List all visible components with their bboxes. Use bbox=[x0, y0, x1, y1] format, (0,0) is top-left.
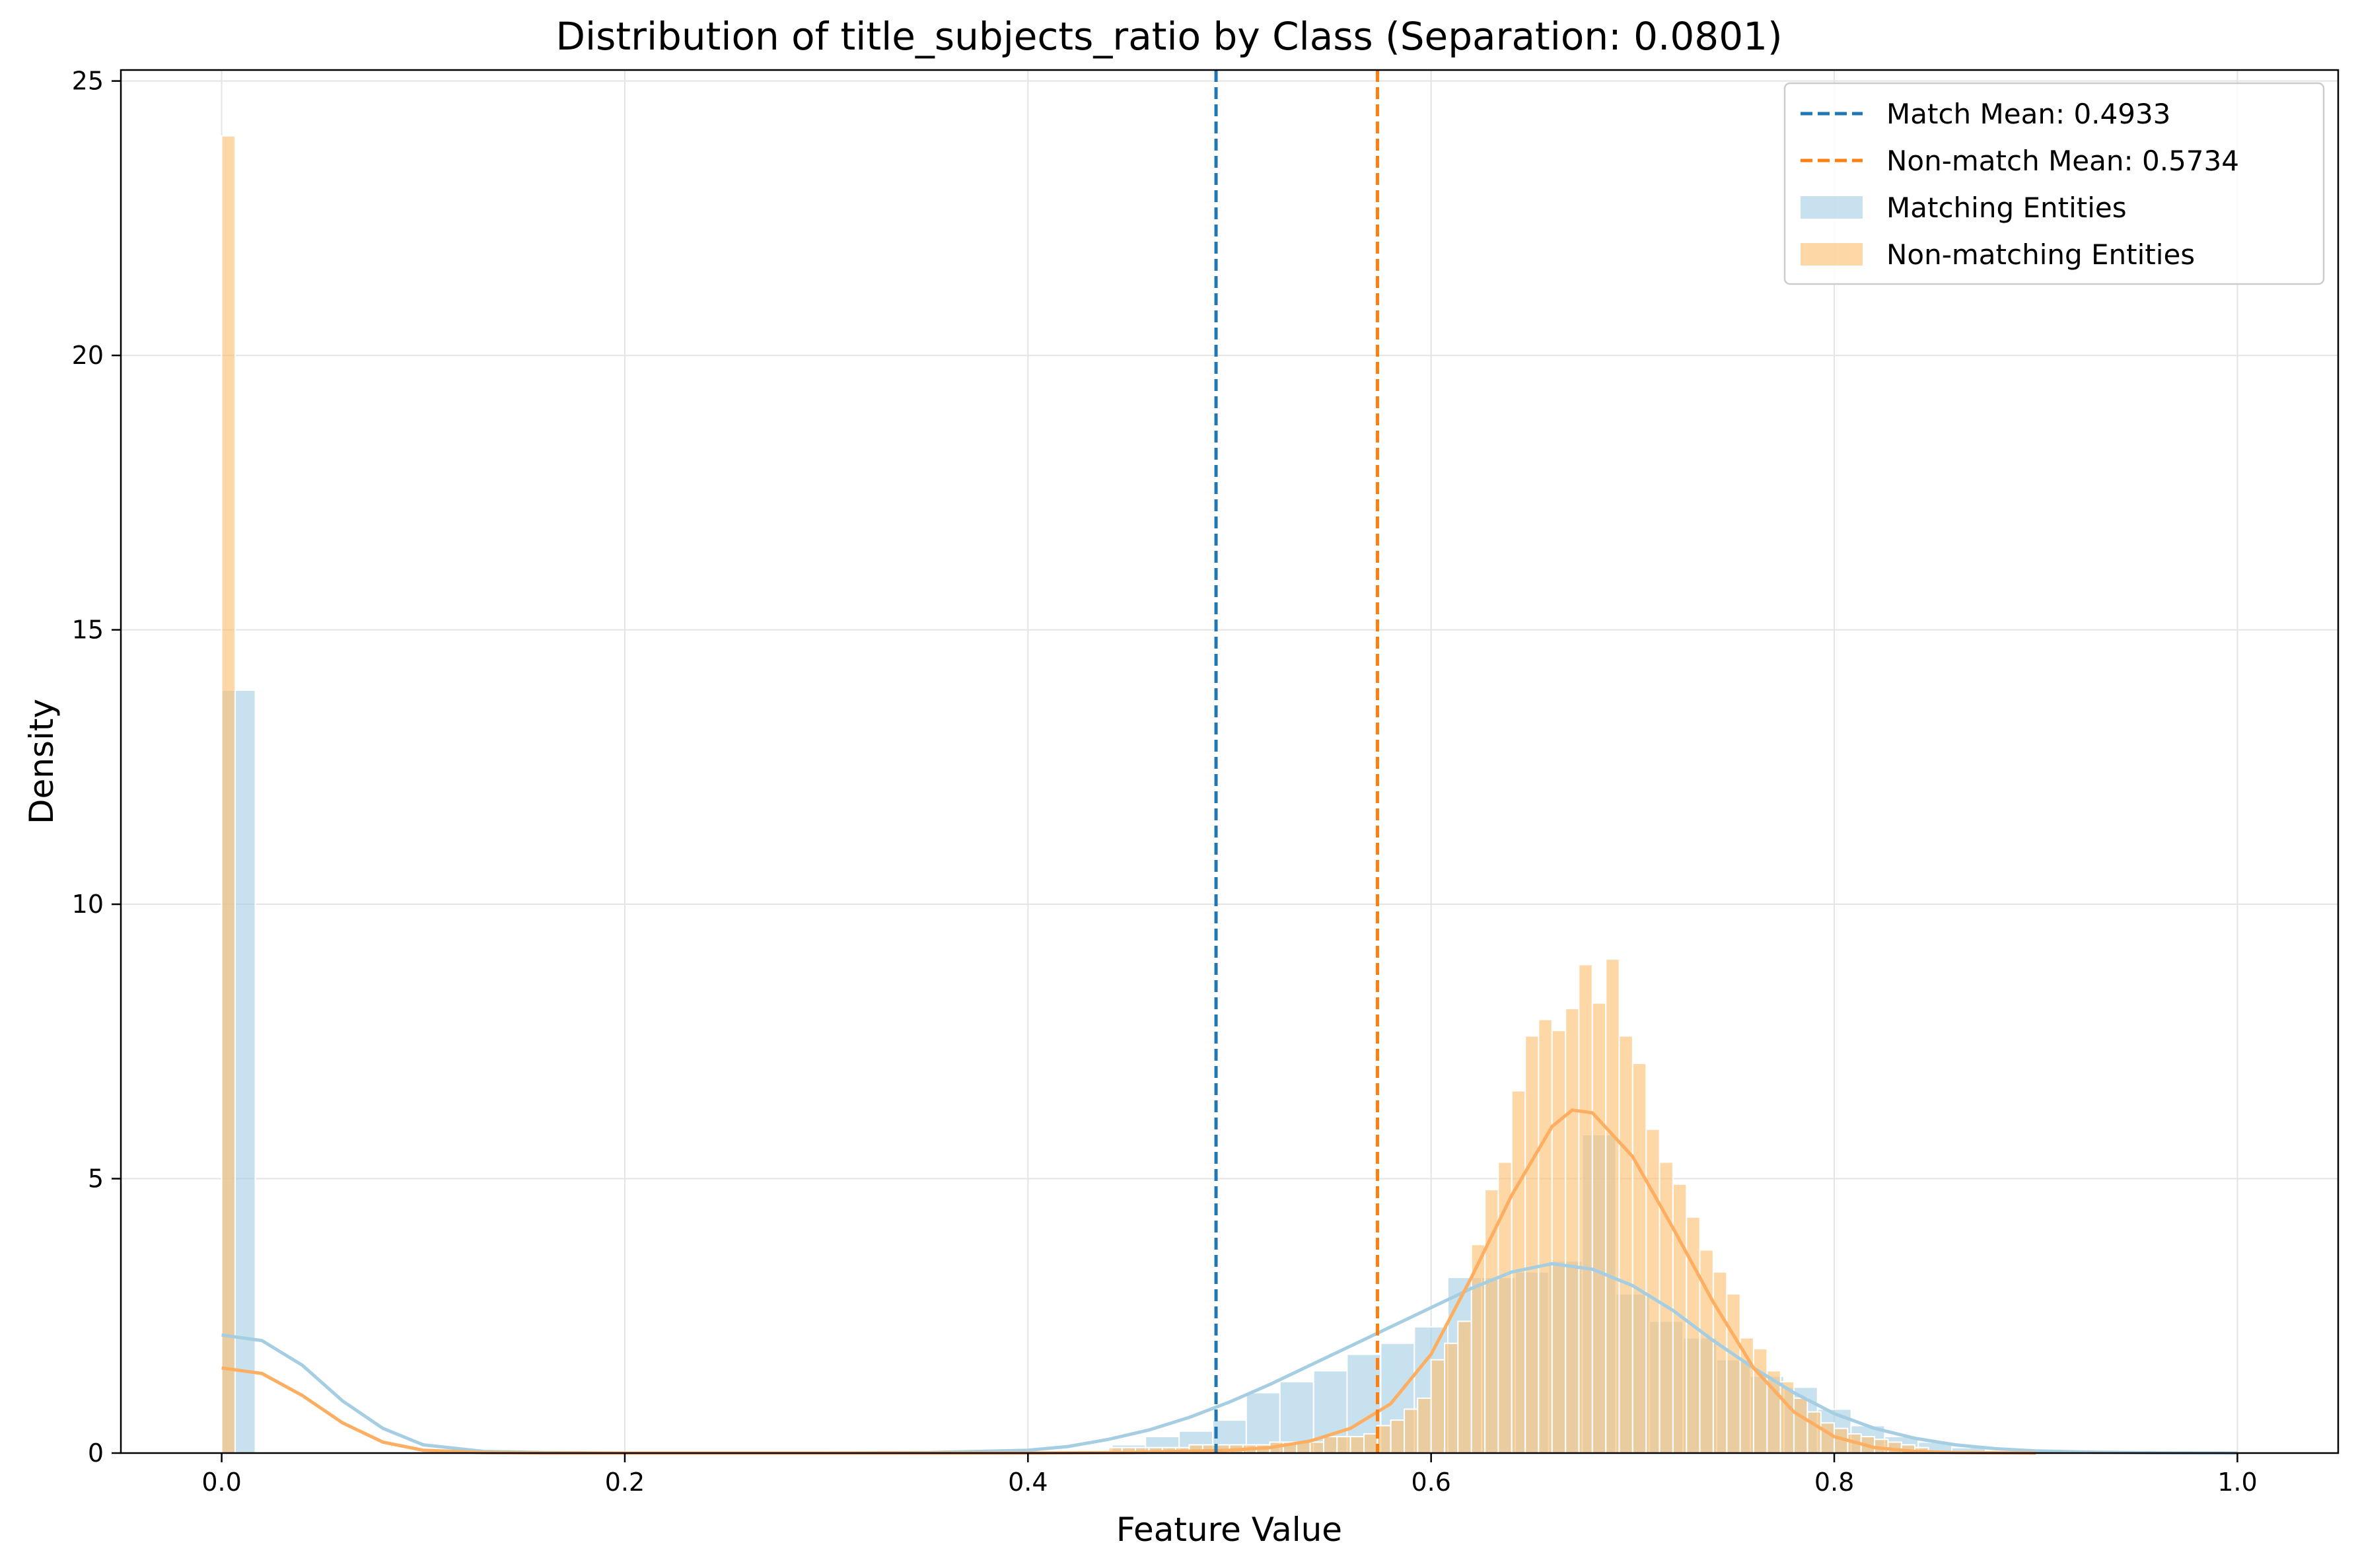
nonmatch-hist-bar-0 bbox=[221, 135, 236, 1454]
nonmatch-hist-bar-16 bbox=[1309, 1441, 1324, 1454]
y-tick-label-1: 5 bbox=[88, 1164, 104, 1194]
nonmatch-hist-bar-34 bbox=[1551, 1030, 1567, 1454]
x-axis-label: Feature Value bbox=[1116, 1511, 1342, 1549]
nonmatch-hist-bar-39 bbox=[1618, 1035, 1633, 1454]
chart-title: Distribution of title_subjects_ratio by … bbox=[555, 14, 1782, 59]
nonmatch-hist-bar-47 bbox=[1726, 1293, 1741, 1454]
mean-lines bbox=[1214, 70, 1380, 1453]
legend-label-3: Non-matching Entities bbox=[1886, 238, 2195, 271]
legend-swatch-3 bbox=[1801, 243, 1863, 266]
nonmatch-hist-bar-27 bbox=[1457, 1320, 1472, 1454]
nonmatch-hist-bar-38 bbox=[1605, 958, 1620, 1454]
nonmatch-kde-curve bbox=[221, 1108, 2036, 1455]
nonmatch-hist-bar-35 bbox=[1565, 1007, 1580, 1454]
legend-label-1: Non-match Mean: 0.5734 bbox=[1886, 145, 2239, 177]
nonmatch-hist-bar-41 bbox=[1645, 1128, 1661, 1454]
kde-curves bbox=[221, 1108, 2238, 1455]
nonmatch-hist-bar-22 bbox=[1390, 1419, 1406, 1454]
x-tick-label-4: 0.8 bbox=[1814, 1468, 1854, 1497]
x-tick-label-3: 0.6 bbox=[1411, 1468, 1450, 1497]
x-tick-label-5: 1.0 bbox=[2217, 1468, 2257, 1497]
grid-lines bbox=[121, 70, 2338, 1454]
nonmatch-hist-bar-26 bbox=[1444, 1342, 1459, 1454]
nonmatch-hist-bar-21 bbox=[1376, 1425, 1392, 1454]
legend-swatch-2 bbox=[1801, 196, 1863, 219]
nonmatch-hist-bar-25 bbox=[1430, 1359, 1446, 1454]
nonmatch-hist-bar-40 bbox=[1631, 1063, 1647, 1454]
y-tick-label-2: 10 bbox=[72, 890, 104, 919]
x-tick-label-0: 0.0 bbox=[201, 1468, 241, 1497]
nonmatch-hist-bar-17 bbox=[1323, 1436, 1338, 1454]
legend-label-2: Matching Entities bbox=[1886, 192, 2127, 224]
nonmatch-hist-bar-52 bbox=[1793, 1397, 1808, 1454]
legend-label-0: Match Mean: 0.4933 bbox=[1886, 98, 2170, 130]
nonmatch-hist-bar-54 bbox=[1820, 1422, 1835, 1454]
y-tick-label-5: 25 bbox=[72, 67, 104, 96]
nonmatch-hist-bar-20 bbox=[1363, 1433, 1378, 1454]
nonmatch-hist-bar-49 bbox=[1752, 1348, 1768, 1454]
nonmatch-hist-bar-23 bbox=[1404, 1408, 1419, 1454]
y-tick-label-0: 0 bbox=[88, 1439, 104, 1468]
legend-box bbox=[1783, 82, 2325, 285]
nonmatch-hist-bar-24 bbox=[1417, 1397, 1432, 1454]
plot-frame bbox=[120, 69, 2340, 1454]
nonmatch-hist-bar-36 bbox=[1578, 964, 1593, 1454]
x-axis-ticks: 0.0 0.2 0.4 0.6 0.8 1.0 bbox=[201, 1453, 2258, 1497]
x-tick-label-2: 0.4 bbox=[1008, 1468, 1048, 1497]
nonmatch-hist-bar-33 bbox=[1538, 1018, 1553, 1454]
nonmatch-hist-bar-44 bbox=[1686, 1216, 1701, 1454]
nonmatching-histogram bbox=[221, 135, 1929, 1454]
nonmatch-hist-bar-46 bbox=[1712, 1271, 1728, 1454]
legend: Match Mean: 0.4933 Non-match Mean: 0.5734… bbox=[1783, 82, 2325, 285]
y-tick-label-3: 15 bbox=[72, 616, 104, 645]
y-axis-label: Density bbox=[22, 699, 61, 824]
x-tick-label-1: 0.2 bbox=[605, 1468, 645, 1497]
nonmatch-hist-bar-53 bbox=[1806, 1411, 1822, 1454]
y-axis-ticks: 0 5 10 15 20 25 bbox=[72, 67, 121, 1468]
nonmatch-hist-bar-37 bbox=[1591, 1002, 1607, 1454]
y-tick-label-4: 20 bbox=[72, 341, 104, 370]
nonmatch-hist-bar-32 bbox=[1524, 1035, 1540, 1454]
nonmatch-hist-bar-18 bbox=[1336, 1436, 1351, 1454]
nonmatch-hist-bar-19 bbox=[1349, 1436, 1365, 1454]
